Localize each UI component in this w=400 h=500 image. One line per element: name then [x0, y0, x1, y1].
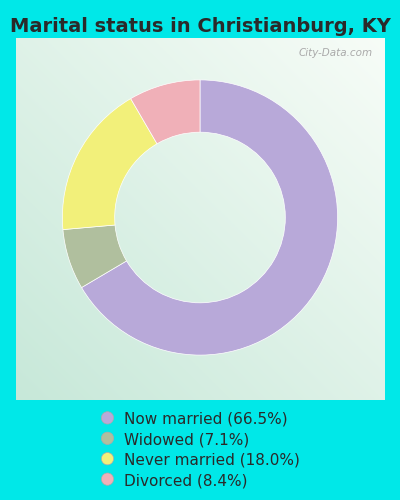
Wedge shape: [82, 80, 338, 355]
Wedge shape: [63, 225, 126, 288]
Text: Marital status in Christianburg, KY: Marital status in Christianburg, KY: [10, 18, 390, 36]
Text: City-Data.com: City-Data.com: [299, 48, 373, 58]
Wedge shape: [131, 80, 200, 144]
Wedge shape: [62, 98, 157, 230]
Legend: Now married (66.5%), Widowed (7.1%), Never married (18.0%), Divorced (8.4%): Now married (66.5%), Widowed (7.1%), Nev…: [100, 412, 300, 488]
